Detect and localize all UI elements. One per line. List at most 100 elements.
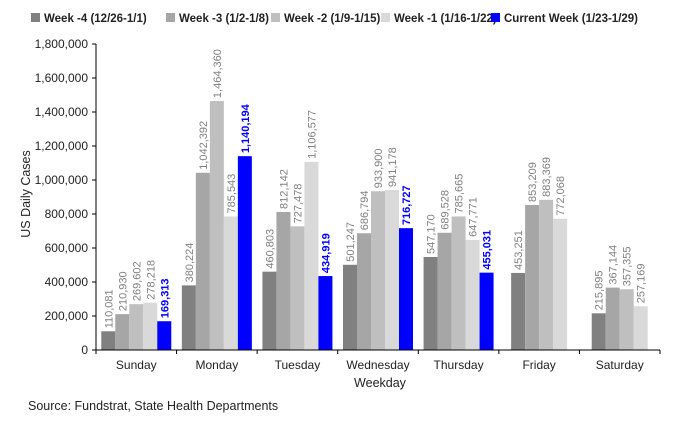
bar <box>195 172 210 350</box>
y-tick-label: 0 <box>81 343 88 357</box>
data-label: 215,895 <box>594 271 606 311</box>
bar <box>619 289 634 350</box>
data-label: 812,142 <box>278 169 290 209</box>
data-label: 647,771 <box>468 197 480 237</box>
data-label: 169,313 <box>159 278 171 318</box>
legend-swatch <box>31 13 40 22</box>
legend-swatch <box>271 13 280 22</box>
bar <box>262 271 277 350</box>
bar <box>553 218 568 350</box>
x-tick-label: Monday <box>196 358 239 372</box>
bar <box>157 321 172 350</box>
data-label: 785,543 <box>226 174 238 214</box>
data-label: 1,464,360 <box>212 49 224 98</box>
bars: 110,081 210,930 269,602 278,218 169,313 380,2… <box>101 49 648 350</box>
bar <box>451 216 466 350</box>
y-tick-label: 1,400,000 <box>35 105 89 119</box>
data-label: 357,355 <box>622 246 634 286</box>
bar <box>181 285 196 350</box>
bar <box>479 272 494 350</box>
legend-swatch <box>166 13 175 22</box>
bar <box>423 256 438 350</box>
data-label: 434,919 <box>320 233 332 273</box>
legend-label: Week -2 (1/9-1/15) <box>284 13 380 25</box>
bar <box>343 264 357 350</box>
data-label: 278,218 <box>145 260 157 300</box>
x-tick-label: Wednesday <box>346 358 409 372</box>
data-label: 501,247 <box>345 222 357 262</box>
data-label: 453,251 <box>513 230 525 270</box>
x-tick-label: Sunday <box>116 358 157 372</box>
bar <box>304 161 319 350</box>
y-tick-label: 600,000 <box>45 241 89 255</box>
bar <box>511 272 526 350</box>
data-label: 367,144 <box>608 245 620 285</box>
bar <box>633 306 648 350</box>
y-axis-title: US Daily Cases <box>19 150 33 238</box>
x-tick-label: Thursday <box>434 358 484 372</box>
data-label: 1,140,194 <box>240 103 252 153</box>
bar <box>539 199 554 350</box>
legend-label: Week -3 (1/2-1/8) <box>179 13 269 25</box>
data-label: 1,106,577 <box>306 110 318 159</box>
bar <box>318 276 333 350</box>
data-label: 941,178 <box>387 147 399 187</box>
bar <box>115 314 130 350</box>
bar <box>276 211 291 350</box>
bar <box>591 313 606 350</box>
data-label: 883,369 <box>541 157 553 197</box>
data-label: 727,478 <box>292 184 304 224</box>
data-label: 455,031 <box>482 230 494 270</box>
y-axis: 0 200,000 400,000 600,000 800,000 1,000,000 1,… <box>35 37 97 357</box>
y-tick-label: 800,000 <box>45 207 89 221</box>
y-tick-label: 200,000 <box>45 309 89 323</box>
bar <box>237 156 252 350</box>
data-label: 689,528 <box>440 190 452 230</box>
data-label: 269,602 <box>131 261 143 301</box>
data-label: 460,803 <box>264 229 276 269</box>
x-axis: Sunday Monday Tuesday Wednesday Thursday Frid… <box>95 349 661 372</box>
data-label: 716,727 <box>401 185 413 225</box>
bar <box>223 216 238 350</box>
y-tick-label: 1,800,000 <box>35 37 89 51</box>
data-label: 547,170 <box>426 214 438 254</box>
bar <box>290 226 305 350</box>
bar <box>129 304 144 350</box>
bar <box>143 302 158 350</box>
source-note: Source: Fundstrat, State Health Departme… <box>28 399 279 413</box>
bar <box>525 204 540 350</box>
legend: Week -4 (12/26-1/1) Week -3 (1/2-1/8) Week… <box>31 13 638 25</box>
y-tick-label: 1,600,000 <box>35 71 89 85</box>
data-label: 933,900 <box>373 148 385 188</box>
bar <box>371 191 385 350</box>
legend-label: Week -4 (12/26-1/1) <box>44 13 147 25</box>
legend-label: Week -1 (1/16-1/22) <box>394 13 497 25</box>
y-tick-label: 400,000 <box>45 275 89 289</box>
bar <box>399 228 413 350</box>
bar <box>101 331 116 350</box>
bar <box>465 239 480 350</box>
data-label: 210,930 <box>117 271 129 311</box>
legend-swatch <box>381 13 390 22</box>
x-axis-title: Weekday <box>354 376 407 390</box>
x-tick-label: Tuesday <box>275 358 321 372</box>
bar <box>385 189 399 350</box>
y-tick-label: 1,000,000 <box>35 173 89 187</box>
x-tick-label: Saturday <box>596 358 644 372</box>
bar <box>605 287 620 350</box>
data-label: 853,209 <box>527 162 539 202</box>
bar <box>437 232 452 350</box>
legend-label: Current Week (1/23-1/29) <box>504 13 638 25</box>
data-label: 110,081 <box>103 289 115 328</box>
bar <box>209 101 224 350</box>
data-label: 1,042,392 <box>198 121 210 170</box>
y-tick-label: 1,200,000 <box>35 139 89 153</box>
data-label: 785,665 <box>454 174 466 214</box>
data-label: 772,068 <box>555 176 567 216</box>
legend-swatch <box>491 13 500 22</box>
bar <box>357 233 371 350</box>
x-tick-label: Friday <box>522 358 555 372</box>
data-label: 686,794 <box>359 190 371 230</box>
data-label: 380,224 <box>184 243 196 283</box>
